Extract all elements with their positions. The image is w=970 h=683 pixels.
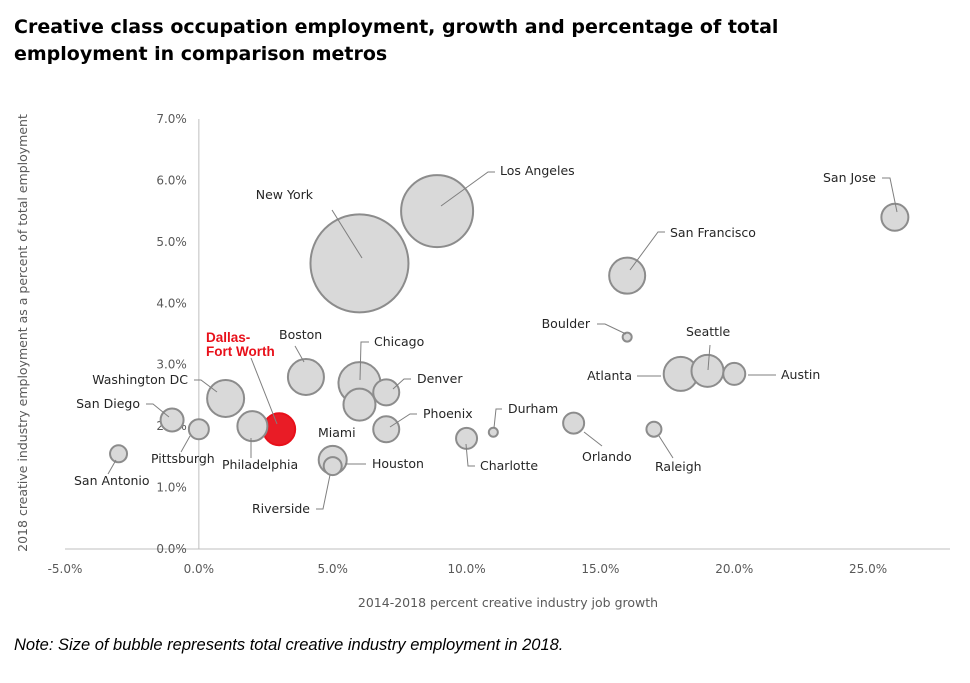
- leader-line-raleigh: [658, 435, 674, 459]
- bubble-philadelphia: [236, 410, 269, 443]
- label-boston: Boston: [279, 327, 322, 342]
- label-chicago: Chicago: [374, 334, 424, 349]
- bubble-boston: [286, 358, 325, 396]
- x-tick-label: 15.0%: [581, 562, 619, 576]
- bubble-boulder: [621, 331, 633, 343]
- bubble-san-jose: [880, 202, 910, 232]
- label-san-antonio: San Antonio: [74, 473, 150, 488]
- bubble-washington-dc: [206, 379, 246, 418]
- label-durham: Durham: [508, 401, 558, 416]
- bubble-los-angeles: [400, 174, 475, 249]
- y-tick-label: 6.0%: [156, 173, 187, 187]
- y-tick-label: 4.0%: [156, 296, 187, 310]
- leader-lines-layer: [107, 171, 898, 510]
- leader-line-chicago: [359, 341, 369, 381]
- bubble-orlando: [562, 411, 586, 435]
- leader-line-riverside: [316, 474, 331, 510]
- label-houston: Houston: [372, 456, 424, 471]
- x-tick-label: 5.0%: [317, 562, 348, 576]
- x-axis-title: 2014-2018 percent creative industry job …: [358, 595, 658, 610]
- leader-line-los-angeles: [440, 171, 495, 207]
- label-miami: Miami: [318, 425, 356, 440]
- label-seattle: Seattle: [686, 324, 731, 339]
- label-washington-dc: Washington DC: [92, 372, 188, 387]
- x-tick-label: 20.0%: [715, 562, 753, 576]
- x-tick-label: -5.0%: [48, 562, 83, 576]
- bubble-new-york: [309, 213, 410, 314]
- label-atlanta: Atlanta: [587, 368, 632, 383]
- label-austin: Austin: [781, 367, 820, 382]
- bubble-austin: [722, 361, 747, 386]
- bubble-raleigh: [645, 420, 663, 438]
- y-tick-label: 3.0%: [156, 358, 187, 372]
- leader-line-pittsburgh: [180, 435, 191, 453]
- chart-title: Creative class occupation employment, gr…: [14, 16, 779, 65]
- y-tick-label: 0.0%: [156, 542, 187, 556]
- bubble-san-francisco: [608, 256, 647, 295]
- label-san-jose: San Jose: [823, 170, 876, 185]
- bubble-riverside: [322, 456, 343, 477]
- leader-line-new-york: [331, 209, 363, 259]
- label-san-francisco: San Francisco: [670, 225, 756, 240]
- leader-line-san-jose: [882, 177, 898, 213]
- leader-line-charlotte: [465, 443, 475, 467]
- label-philadelphia: Philadelphia: [222, 457, 298, 472]
- bubble-pittsburgh: [187, 418, 210, 441]
- y-tick-label: 7.0%: [156, 112, 187, 126]
- leader-line-washington-dc: [194, 379, 218, 393]
- bubble-durham: [487, 426, 499, 438]
- leader-line-denver: [392, 378, 411, 390]
- label-boulder: Boulder: [542, 316, 591, 331]
- label-riverside: Riverside: [252, 501, 310, 516]
- label-dallas-fort-worth: Dallas-Fort Worth: [206, 330, 275, 359]
- x-tick-label: 25.0%: [849, 562, 887, 576]
- x-tick-label: 10.0%: [447, 562, 485, 576]
- axes-layer: -5.0% 0.0% 5.0% 10.0% 15.0% 20.0% 25.0% 0.0% 1.0…: [48, 112, 950, 576]
- label-raleigh: Raleigh: [655, 459, 702, 474]
- label-san-diego: San Diego: [76, 396, 140, 411]
- chart-note: Note: Size of bubble represents total cr…: [14, 636, 564, 654]
- leader-line-durham: [493, 408, 502, 429]
- leader-line-dallas-fort-worth: [250, 357, 278, 425]
- label-orlando: Orlando: [582, 449, 632, 464]
- label-new-york: New York: [256, 187, 314, 202]
- leader-line-san-diego: [146, 403, 170, 418]
- x-tick-label: 0.0%: [184, 562, 215, 576]
- bubbles-layer: [109, 174, 910, 477]
- label-los-angeles: Los Angeles: [500, 163, 575, 178]
- leader-line-boulder: [597, 323, 627, 335]
- bubble-san-diego: [159, 407, 185, 433]
- y-tick-label: 1.0%: [156, 481, 187, 495]
- leader-line-seattle: [707, 344, 711, 371]
- y-axis-title: 2018 creative industry employment as a p…: [15, 114, 30, 552]
- bubble-miami: [342, 387, 377, 422]
- label-denver: Denver: [417, 371, 463, 386]
- labels-layer: New York Los Angeles San Francisco San Jose…: [74, 163, 876, 516]
- leader-line-boston: [294, 345, 305, 363]
- bubble-denver: [372, 378, 401, 407]
- label-phoenix: Phoenix: [423, 406, 473, 421]
- bubble-seattle: [690, 353, 725, 388]
- label-charlotte: Charlotte: [480, 458, 538, 473]
- leader-line-orlando: [583, 431, 603, 447]
- leader-line-phoenix: [389, 413, 417, 428]
- leader-line-san-antonio: [107, 459, 117, 475]
- bubble-san-antonio: [109, 444, 129, 464]
- bubble-phoenix: [372, 415, 401, 444]
- label-pittsburgh: Pittsburgh: [151, 451, 215, 466]
- y-tick-label: 5.0%: [156, 235, 187, 249]
- leader-line-san-francisco: [629, 231, 665, 271]
